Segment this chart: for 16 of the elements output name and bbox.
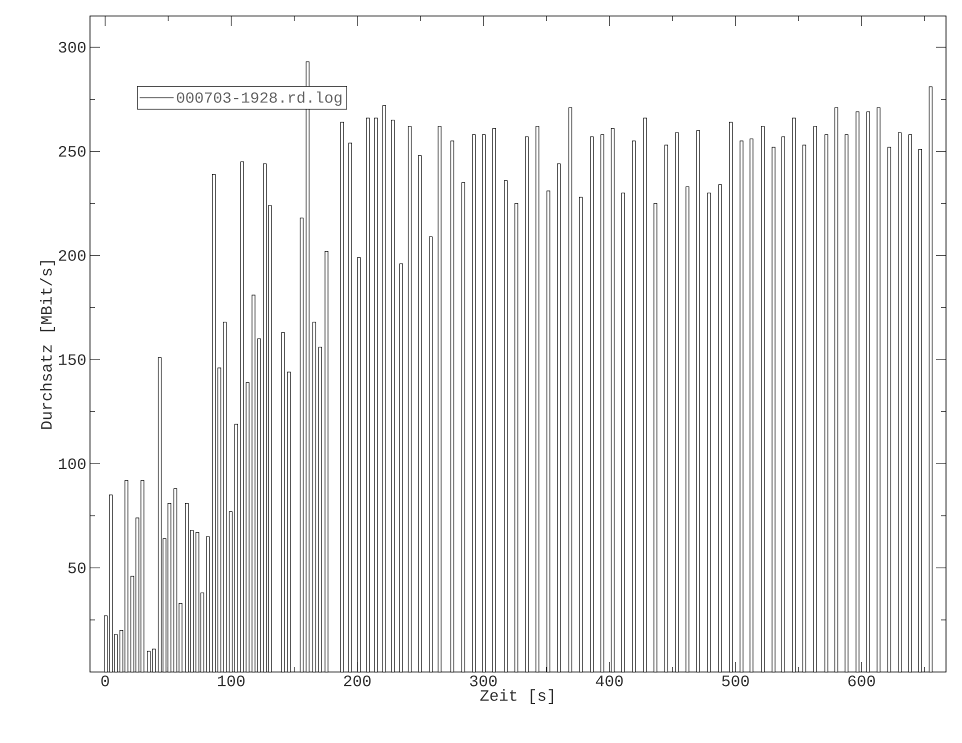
y-tick-label: 300 (58, 42, 86, 53)
x-tick-label: 0 (101, 676, 109, 686)
y-tick-label: 50 (68, 562, 86, 574)
x-tick-label: 200 (344, 676, 371, 686)
x-tick-label: 400 (596, 676, 623, 686)
legend-label: 000703-1928.rd.log (176, 91, 342, 106)
x-tick-label: 500 (722, 676, 749, 686)
y-tick-label: 250 (58, 146, 86, 157)
x-tick-label: 600 (848, 676, 875, 686)
y-axis-title: Durchsatz [MBit/s] (40, 261, 55, 429)
x-tick-label: 100 (218, 676, 245, 686)
x-axis-title: Zeit [s] (480, 689, 554, 704)
y-tick-label: 200 (58, 250, 86, 261)
x-tick-label: 300 (470, 676, 497, 686)
y-tick-label: 100 (58, 458, 86, 470)
y-tick-label: 150 (58, 354, 86, 366)
